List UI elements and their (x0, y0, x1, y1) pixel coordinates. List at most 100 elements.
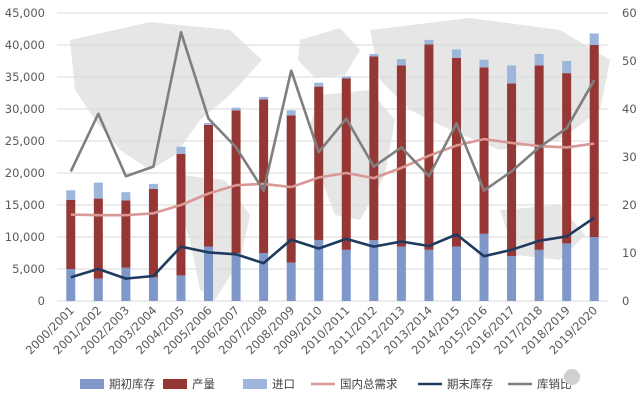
bar-opening-stock (507, 256, 517, 301)
bar-imports (148, 183, 158, 189)
legend-label: 库销比 (537, 377, 572, 391)
y-left-tick-label: 30,000 (5, 102, 45, 116)
bar-imports (286, 110, 296, 116)
bar-production (369, 56, 379, 241)
map-shape (298, 28, 360, 78)
legend-label: 国内总需求 (340, 377, 398, 391)
bar-production (121, 200, 131, 268)
bar-imports (396, 59, 406, 66)
bar-production (534, 65, 544, 250)
gridlines (57, 12, 608, 302)
y-left-tick-label: 15,000 (5, 198, 45, 212)
bar-opening-stock (396, 246, 406, 301)
y-left-tick-label: 5,000 (12, 262, 45, 276)
bar-production (148, 189, 158, 278)
bar-imports (314, 82, 324, 87)
lines (69, 30, 596, 280)
bar-production (93, 198, 103, 279)
y-left-tick-label: 0 (38, 294, 45, 308)
legend-swatch (80, 379, 104, 389)
bar-imports (451, 49, 461, 58)
bar-imports (562, 61, 572, 74)
bar-imports (93, 182, 103, 199)
bar-production (286, 115, 296, 263)
bar-imports (479, 59, 489, 68)
bar-production (479, 67, 489, 234)
legend-label: 期初库存 (109, 377, 155, 391)
line-series-stock-to-use-ratio (69, 30, 596, 192)
legend-swatch (243, 379, 267, 389)
y-right-tick-label: 0 (622, 294, 629, 308)
bar-opening-stock (176, 275, 186, 301)
y-right-tick-label: 40 (622, 102, 637, 116)
legend-label: 进口 (272, 377, 295, 391)
bar-opening-stock (479, 233, 489, 301)
watermark: 美尔雅期货 (564, 369, 644, 386)
bar-opening-stock (562, 243, 572, 301)
bar-opening-stock (369, 240, 379, 301)
legend-label: 产量 (192, 377, 215, 391)
y-right-tick-label: 30 (622, 150, 637, 164)
bar-imports (121, 192, 131, 201)
bar-imports (369, 53, 379, 57)
bar-production (589, 45, 599, 237)
bar-opening-stock (286, 262, 296, 301)
bar-opening-stock (66, 269, 76, 301)
bar-opening-stock (259, 253, 269, 301)
bar-opening-stock (451, 246, 461, 301)
map-shape (370, 18, 610, 150)
bar-opening-stock (204, 246, 214, 301)
bar-production (562, 73, 572, 244)
y-left-tick-label: 10,000 (5, 230, 45, 244)
bar-production (204, 125, 214, 247)
bar-imports (424, 39, 434, 45)
bar-production (314, 86, 324, 241)
bar-production (451, 57, 461, 247)
y-right-tick-label: 20 (622, 198, 637, 212)
bar-opening-stock (341, 249, 351, 301)
bar-imports (259, 96, 269, 100)
bar-opening-stock (93, 278, 103, 301)
bar-imports (589, 33, 599, 45)
bar-imports (231, 107, 241, 111)
watermark-text: 美尔雅期货 (583, 370, 644, 386)
bar-production (66, 199, 76, 269)
bar-opening-stock (121, 267, 131, 301)
bar-imports (204, 123, 214, 125)
bar-production (231, 110, 241, 253)
y-left-tick-label: 35,000 (5, 70, 45, 84)
y-left-tick-label: 40,000 (5, 38, 45, 52)
bar-opening-stock (231, 253, 241, 301)
bar-production (176, 153, 186, 276)
bar-opening-stock (534, 249, 544, 301)
legend: 期初库存 产量 进口 国内总需求 期末库存 库销比 (80, 377, 572, 391)
watermark-logo-icon (564, 369, 580, 385)
bar-production (396, 65, 406, 247)
bar-opening-stock (314, 240, 324, 301)
bar-imports (66, 190, 76, 200)
bar-opening-stock (148, 277, 158, 301)
y-left-tick-label: 25,000 (5, 134, 45, 148)
y-right-tick-label: 50 (622, 54, 637, 68)
y-right-tick-label: 60 (622, 6, 637, 20)
bar-imports (176, 146, 186, 154)
line-series-ending-stock (70, 216, 595, 280)
bar-production (424, 44, 434, 250)
bar-imports (341, 76, 351, 79)
bars (66, 33, 599, 301)
bar-production (259, 99, 269, 254)
bar-opening-stock (424, 249, 434, 301)
legend-swatch (163, 379, 187, 389)
bar-imports (507, 65, 517, 84)
bar-production (341, 78, 351, 250)
y-right-tick-label: 10 (622, 246, 637, 260)
bar-opening-stock (589, 237, 599, 301)
bar-imports (534, 53, 544, 66)
y-left-tick-label: 20,000 (5, 166, 45, 180)
y-left-tick-label: 45,000 (5, 6, 45, 20)
line-series-domestic-demand (70, 137, 595, 217)
legend-label: 期末库存 (447, 377, 493, 391)
map-shape (70, 22, 262, 170)
